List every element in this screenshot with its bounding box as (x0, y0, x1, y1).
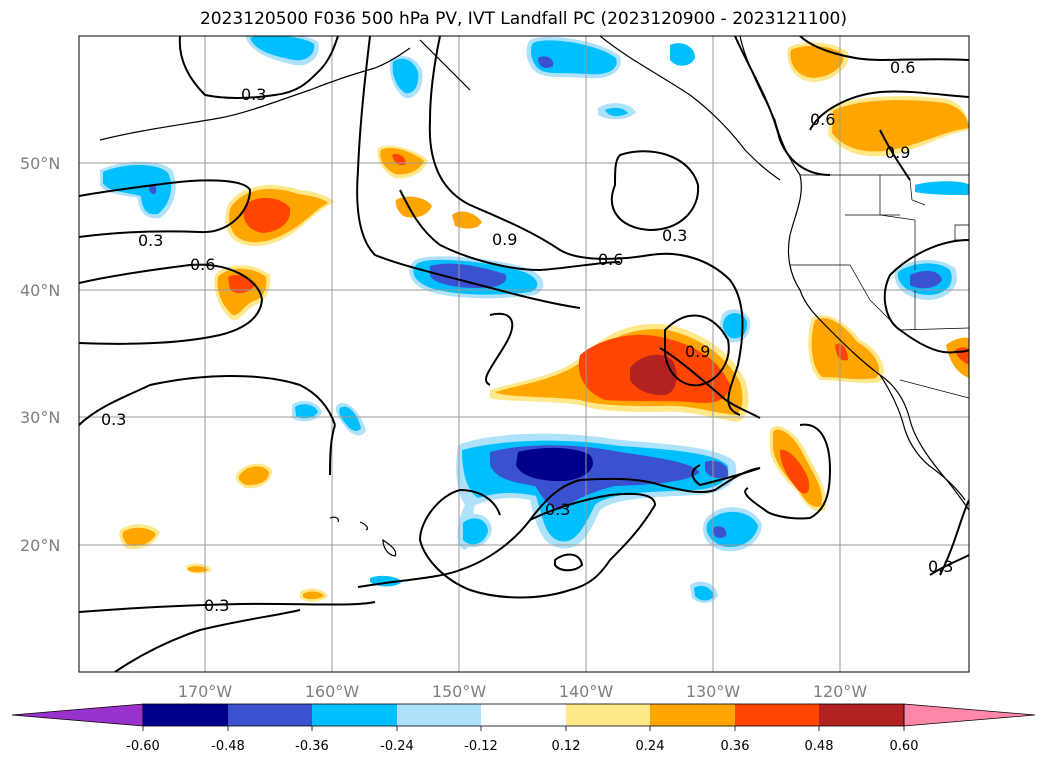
contour-labels: 0.3 0.3 0.6 0.9 0.6 0.3 0.9 0.3 0.3 0.6 … (101, 58, 953, 615)
colorbar-swatch (143, 704, 228, 726)
lon-label: 130°W (686, 682, 741, 701)
colorbar-label: 0.36 (721, 739, 750, 754)
lon-label: 120°W (813, 682, 868, 701)
contour-label: 0.6 (810, 110, 835, 129)
lon-label: 170°W (178, 682, 233, 701)
map-gridlines (79, 36, 969, 672)
pv-contours (79, 36, 969, 672)
colorbar-swatch (735, 704, 819, 726)
lat-label: 20°N (20, 536, 60, 555)
map-frame (78, 35, 970, 673)
colorbar-extend-low (11, 703, 144, 727)
colorbar-label: -0.12 (464, 739, 498, 754)
colorbar-label: 0.60 (890, 739, 919, 754)
contour-label: 0.9 (685, 342, 710, 361)
contour-label: 0.3 (928, 557, 953, 576)
contour-label: 0.9 (885, 143, 910, 162)
contour-label: 0.3 (241, 85, 266, 104)
contour-label: 0.6 (190, 255, 215, 274)
colorbar-swatch (566, 704, 650, 726)
lat-label: 30°N (20, 408, 60, 427)
colorbar-label: -0.36 (295, 739, 329, 754)
lat-label: 40°N (20, 281, 60, 300)
contour-label: 0.3 (138, 231, 163, 250)
colorbar-swatch (481, 704, 566, 726)
colorbar-label: -0.48 (211, 739, 245, 754)
colorbar-label: 0.24 (636, 739, 665, 754)
colorbar-swatch (650, 704, 735, 726)
colorbar-label: -0.60 (126, 739, 160, 754)
colorbar-label: 0.12 (552, 739, 581, 754)
contour-label: 0.6 (890, 58, 915, 77)
longitude-labels: 170°W 160°W 150°W 140°W 130°W 120°W (178, 682, 868, 701)
political-borders (790, 174, 969, 399)
colorbar-swatch (819, 704, 904, 726)
contour-label: 0.6 (598, 250, 623, 269)
colorbar-swatch (312, 704, 397, 726)
colorbar-extend-high (903, 703, 1036, 727)
contour-label: 0.9 (492, 230, 517, 249)
lat-label: 50°N (20, 154, 60, 173)
colorbar-swatch (228, 704, 312, 726)
coastlines (99, 36, 969, 557)
map-panel: 0.3 0.3 0.6 0.9 0.6 0.3 0.9 0.3 0.3 0.6 … (79, 36, 969, 672)
contour-label: 0.3 (662, 226, 687, 245)
contour-label: 0.3 (204, 596, 229, 615)
pc-shading (100, 36, 969, 603)
contour-label: 0.3 (101, 410, 126, 429)
lon-label: 160°W (305, 682, 360, 701)
figure-title: 2023120500 F036 500 hPa PV, IVT Landfall… (199, 9, 847, 29)
colorbar: -0.60 -0.48 -0.36 -0.24 -0.12 0.12 0.24 … (11, 703, 1036, 754)
colorbar-label: -0.24 (380, 739, 414, 754)
latitude-labels: 50°N 40°N 30°N 20°N (20, 154, 60, 555)
colorbar-label: 0.48 (805, 739, 834, 754)
colorbar-swatch (397, 704, 481, 726)
contour-label: 0.3 (545, 500, 570, 519)
lon-label: 150°W (432, 682, 487, 701)
lon-label: 140°W (559, 682, 614, 701)
